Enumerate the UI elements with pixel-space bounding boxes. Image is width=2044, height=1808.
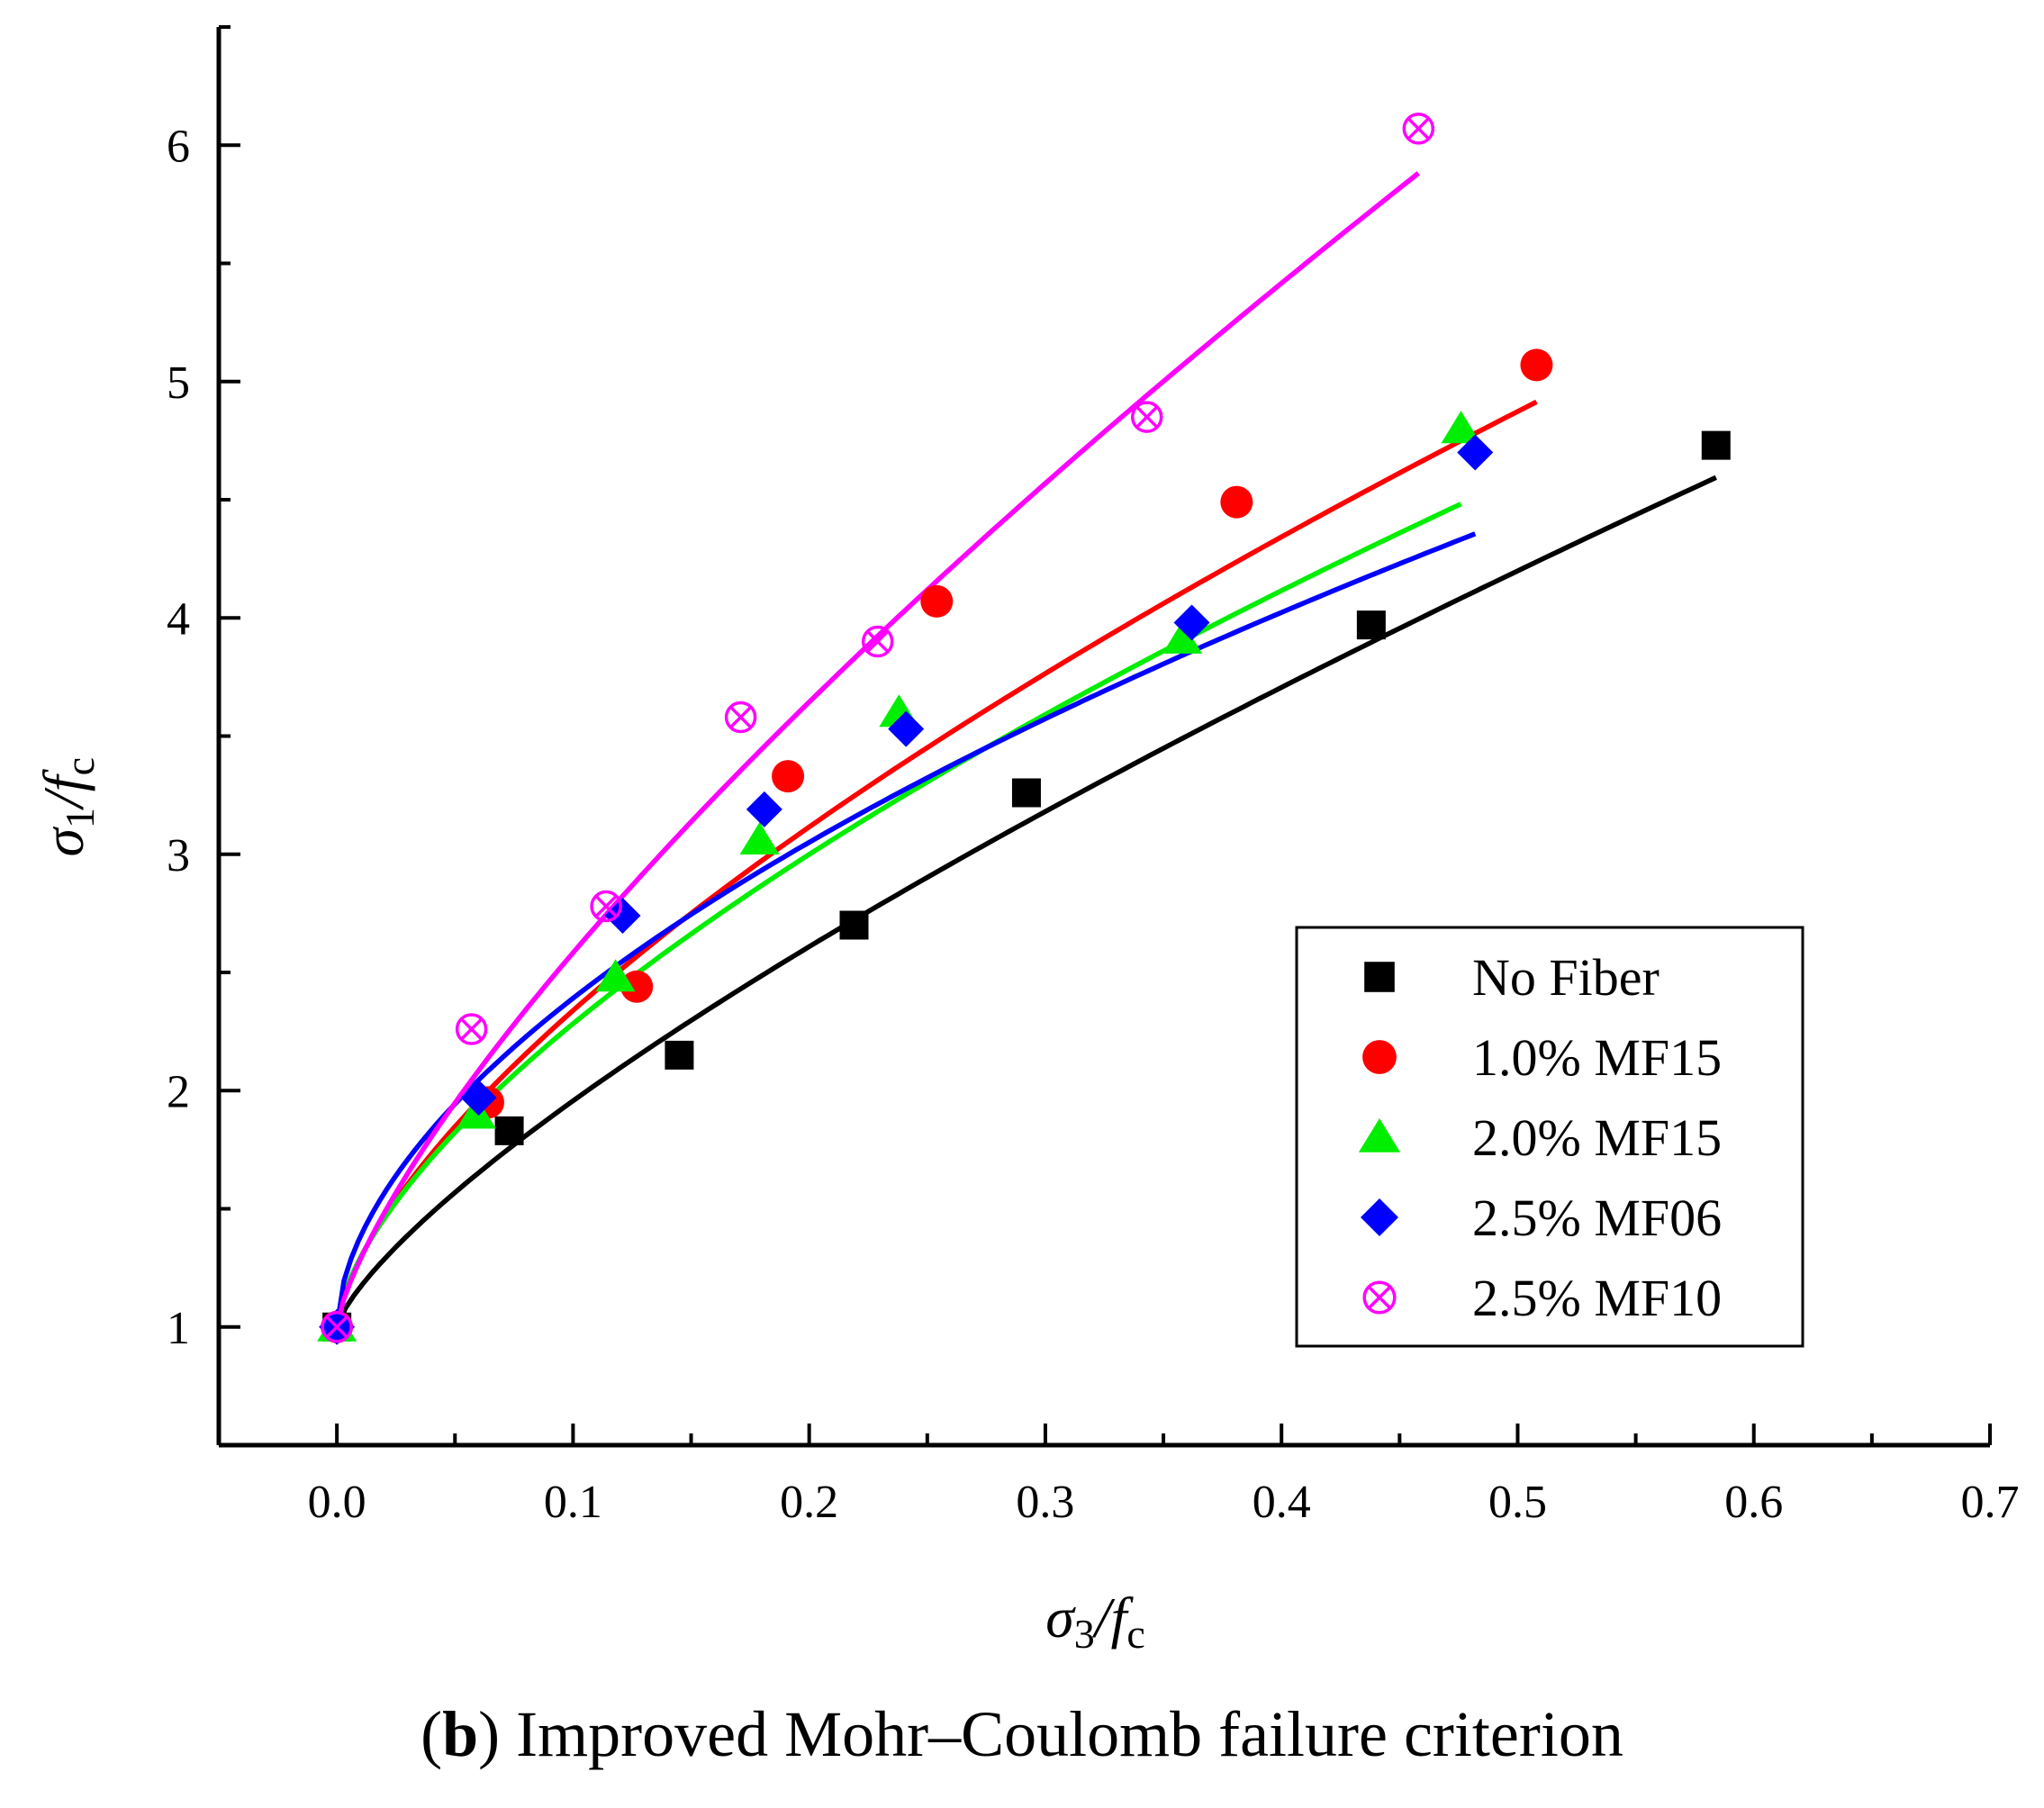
point-s4-p0-cross-b [325, 1315, 348, 1339]
point-s0-p6 [1701, 430, 1731, 460]
x-axis-title-part: 3 [1074, 1611, 1095, 1657]
point-s4-p4-cross-b [866, 630, 890, 653]
point-s4-p3-ring [724, 701, 757, 734]
point-s4-p3-cross-b [729, 706, 753, 728]
x-axis-title: σ3/fc [1045, 1586, 1145, 1657]
point-s3-p1 [460, 1080, 497, 1116]
legend-marker-3 [1361, 1198, 1398, 1236]
point-s3-p6 [1457, 434, 1494, 471]
fit-curve-1 [334, 399, 1538, 1328]
x-tick-label: 0.7 [1961, 1477, 2020, 1528]
point-s4-p3 [724, 701, 757, 734]
point-s4-p0 [321, 1311, 353, 1343]
fit-curve-0 [334, 475, 1717, 1328]
point-s4-p0-ring [321, 1311, 353, 1343]
legend-marker-4 [1362, 1280, 1397, 1315]
legend-marker-1 [1362, 1040, 1397, 1074]
point-s0-p1 [494, 1116, 524, 1145]
legend-label-4: 2.5% MF10 [1472, 1269, 1722, 1327]
point-s3-p3 [746, 791, 782, 827]
legend-marker-2 [1358, 1118, 1401, 1153]
x-tick-label: 0.5 [1488, 1477, 1547, 1528]
fit-curves [334, 171, 1717, 1328]
chart: 0.0 0.1 0.2 0.3 0.4 0.5 0.6 0.7 1 2 3 4 5 6 σ3/fc σ1/fc… [32, 25, 2020, 1657]
point-s2-p3 [739, 822, 780, 854]
point-s4-p5-cross-b [1135, 405, 1159, 429]
point-s4-p2 [590, 890, 622, 923]
axes: 0.0 0.1 0.2 0.3 0.4 0.5 0.6 0.7 1 2 3 4 5 6 σ3/fc σ1/fc [32, 25, 2020, 1657]
caption-letter: b [442, 1698, 479, 1770]
point-s0-p5 [1356, 610, 1386, 640]
x-tick-label: 0.2 [780, 1477, 838, 1528]
point-s1-p5 [1220, 485, 1253, 519]
caption-close: ) [478, 1698, 501, 1770]
y-tick-label: 5 [167, 357, 190, 409]
x-tick-label: 0.6 [1724, 1477, 1783, 1528]
y-tick-label: 2 [167, 1066, 190, 1117]
point-s3-p2 [604, 898, 641, 934]
point-s4-p2-ring [590, 890, 622, 923]
fit-curve-3 [334, 531, 1477, 1328]
y-tick-label: 1 [167, 1303, 190, 1354]
legend-label-3: 2.5% MF06 [1472, 1189, 1722, 1247]
point-s0-p3 [839, 910, 869, 940]
point-s4-p4-ring [861, 625, 894, 658]
fit-curve-4 [334, 171, 1421, 1328]
y-tick-label: 6 [167, 121, 190, 172]
fit-curve-2 [334, 502, 1462, 1328]
point-s3-p4 [888, 710, 925, 747]
point-s4-p4 [861, 625, 894, 658]
point-s0-p4 [1011, 778, 1041, 808]
legend-label-2: 2.0% MF15 [1472, 1108, 1722, 1167]
x-axis-title-part: σ [1045, 1586, 1076, 1650]
x-tick-label: 0.3 [1016, 1477, 1074, 1528]
point-s4-p1-cross-b [460, 1017, 484, 1041]
point-s1-p2 [620, 970, 654, 1003]
legend-marker-0 [1364, 962, 1395, 992]
point-s4-p5 [1130, 401, 1163, 433]
point-s4-p2-cross-b [594, 895, 618, 918]
y-tick-label: 4 [167, 593, 190, 645]
point-s1-p3 [772, 760, 805, 793]
legend: No Fiber 1.0% MF15 2.0% MF15 2.5% MF06 2.5% … [1295, 926, 1804, 1348]
y-axis-title: σ1/fc [32, 757, 103, 857]
y-axis-title-part: σ [32, 827, 95, 857]
point-s4-p1-ring [455, 1013, 488, 1045]
y-tick-label: 3 [167, 830, 190, 881]
legend-marker-4-ring [1362, 1280, 1397, 1315]
point-s3-p5 [1173, 604, 1210, 641]
y-axis-title-part: c [57, 757, 103, 775]
caption-open: ( [421, 1698, 443, 1770]
point-s2-p2 [595, 959, 636, 992]
point-s4-p1 [455, 1013, 488, 1045]
y-axis-title-part: 1 [57, 808, 103, 828]
point-s4-p6 [1402, 113, 1435, 145]
point-s1-p6 [1520, 348, 1553, 382]
x-tick-label: 0.4 [1253, 1477, 1311, 1528]
point-s2-p6 [1441, 411, 1481, 444]
legend-label-0: No Fiber [1472, 948, 1660, 1007]
point-s2-p5 [1162, 620, 1203, 654]
x-tick-label: 0.1 [544, 1477, 602, 1528]
x-axis-title-part: c [1126, 1611, 1144, 1657]
caption-text: Improved Mohr–Coulomb failure criterion [500, 1698, 1623, 1770]
figure-caption: (b) Improved Mohr–Coulomb failure criter… [0, 1697, 2044, 1772]
point-s4-p6-cross-b [1406, 117, 1430, 140]
legend-marker-4-cross-b [1368, 1286, 1391, 1309]
point-s1-p4 [920, 584, 954, 618]
point-s4-p6-ring [1402, 113, 1435, 145]
legend-label-1: 1.0% MF15 [1472, 1028, 1722, 1087]
data-points [317, 113, 1731, 1345]
point-s0-p2 [665, 1040, 694, 1070]
point-s4-p5-ring [1130, 401, 1163, 433]
x-tick-label: 0.0 [308, 1477, 366, 1528]
